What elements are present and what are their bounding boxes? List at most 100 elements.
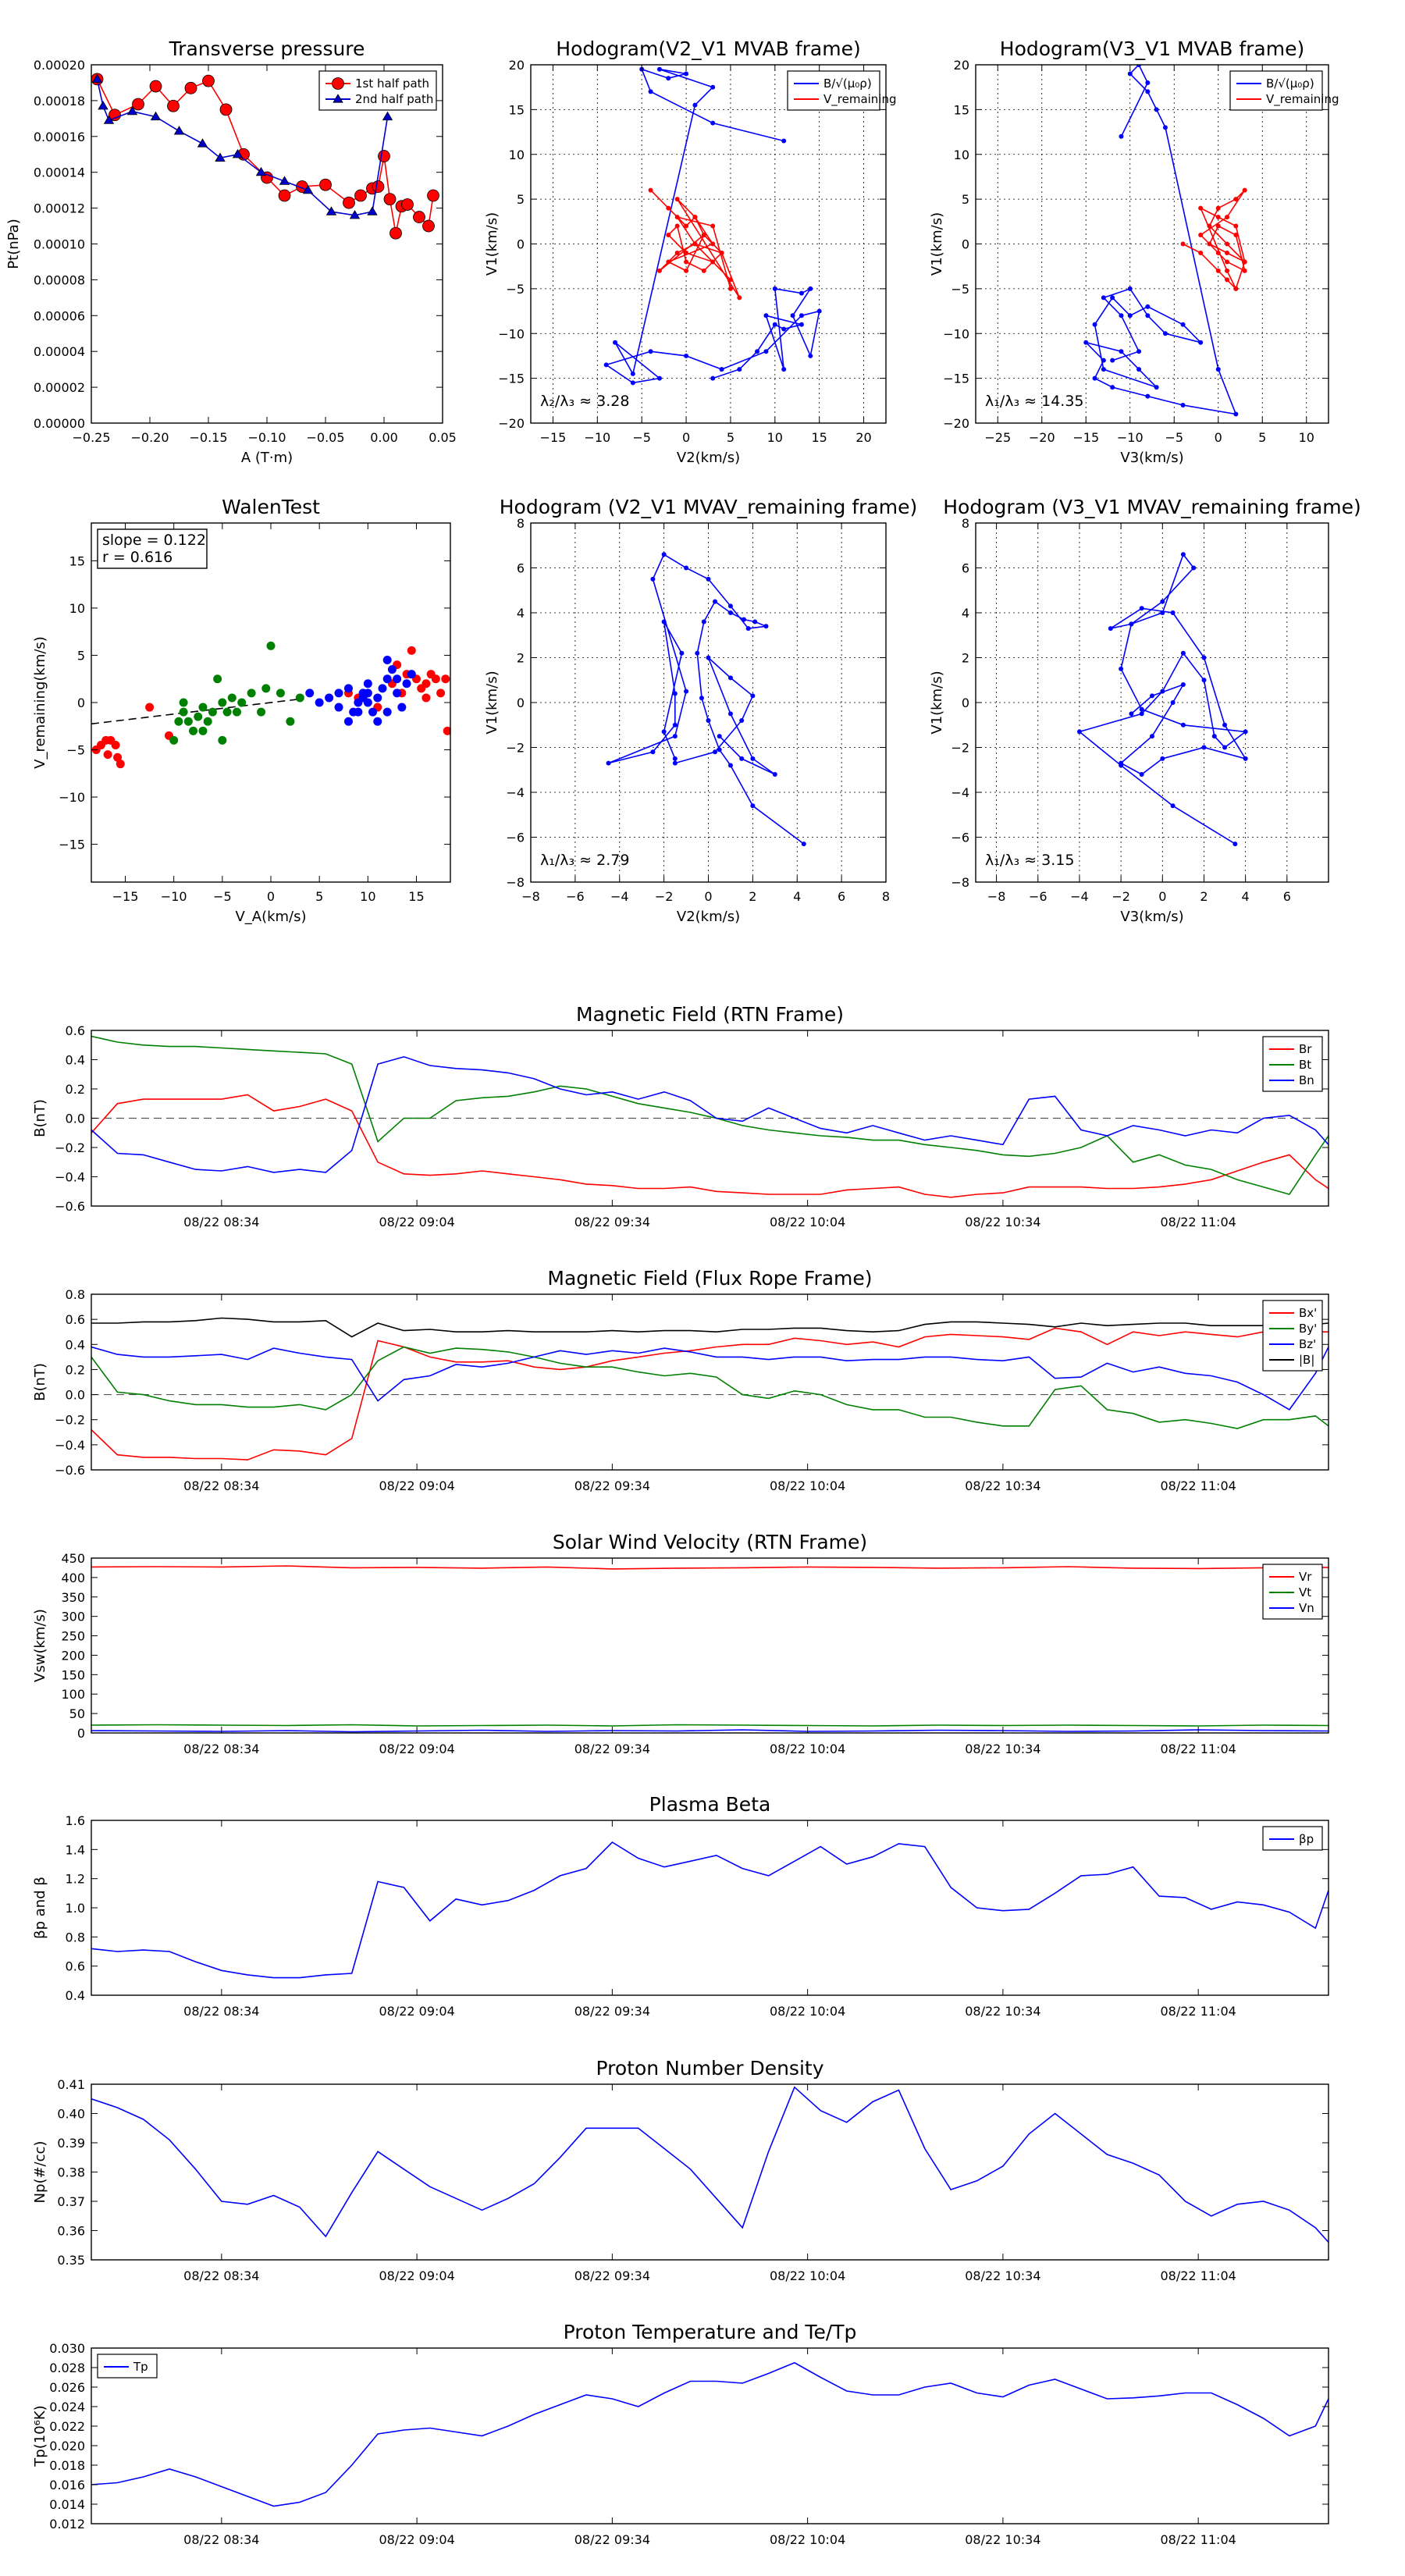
data-point bbox=[1225, 215, 1230, 220]
data-point bbox=[763, 313, 769, 318]
x-tick-label: 4 bbox=[793, 889, 801, 904]
data-point bbox=[727, 603, 733, 609]
scatter-point bbox=[213, 674, 222, 684]
scatter-point bbox=[422, 679, 431, 688]
data-point bbox=[772, 322, 777, 327]
legend-label: Bz' bbox=[1299, 1337, 1316, 1351]
x-tick-label: 0.05 bbox=[429, 430, 457, 445]
data-point bbox=[197, 138, 208, 148]
y-tick-label: 0.00014 bbox=[34, 165, 85, 180]
data-point bbox=[684, 353, 689, 358]
y-axis-label: V1(km/s) bbox=[484, 671, 500, 734]
data-point bbox=[173, 126, 185, 135]
data-point bbox=[1215, 268, 1221, 273]
y-tick-label: 0.4 bbox=[66, 1337, 85, 1352]
y-tick-label: 0 bbox=[517, 237, 525, 252]
scatter-point bbox=[179, 707, 188, 717]
data-point bbox=[302, 184, 314, 194]
series-line bbox=[91, 1094, 1329, 1198]
data-point bbox=[1191, 565, 1197, 571]
x-tick-label: −2 bbox=[1112, 889, 1130, 904]
scatter-point bbox=[382, 674, 392, 684]
data-point bbox=[742, 617, 746, 622]
scatter-point bbox=[378, 684, 387, 693]
data-point bbox=[383, 193, 397, 206]
data-point bbox=[1222, 722, 1228, 728]
data-point bbox=[325, 206, 337, 215]
scatter-point bbox=[343, 717, 353, 726]
data-point bbox=[672, 760, 678, 766]
x-tick-label: −4 bbox=[1070, 889, 1089, 904]
y-tick-label: 0.00002 bbox=[34, 380, 85, 395]
data-point bbox=[672, 756, 678, 761]
data-point bbox=[1160, 756, 1165, 761]
data-point bbox=[422, 219, 435, 233]
y-tick-label: −20 bbox=[498, 416, 525, 431]
x-tick-label: 08/22 10:34 bbox=[965, 2004, 1040, 2019]
data-point bbox=[603, 362, 609, 368]
scatter-point bbox=[334, 688, 343, 698]
data-point bbox=[1154, 385, 1159, 390]
x-tick-label: 08/22 11:04 bbox=[1161, 1742, 1236, 1756]
y-tick-label: 0.00016 bbox=[34, 130, 85, 144]
data-point bbox=[1201, 678, 1207, 683]
plot-area bbox=[91, 2361, 1329, 2507]
x-tick-label: 0 bbox=[1215, 430, 1222, 445]
y-tick-label: 0.00000 bbox=[34, 416, 85, 431]
x-tick-label: −0.20 bbox=[130, 430, 169, 445]
transverse-pressure-panel: Transverse pressure −0.25 −0.20 −0.15 −0.10 −… bbox=[5, 37, 457, 466]
x-axis-label: V3(km/s) bbox=[1120, 909, 1183, 925]
y-tick-label: 4 bbox=[962, 606, 969, 621]
data-point bbox=[674, 223, 680, 229]
eigenvalue-ratio-annotation: λ₁/λ₃ ≈ 14.35 bbox=[985, 393, 1084, 410]
y-tick-label: 0.00008 bbox=[34, 272, 85, 287]
x-tick-label: −10 bbox=[584, 430, 610, 445]
x-axis-label: V2(km/s) bbox=[677, 450, 740, 466]
y-tick-label: −0.4 bbox=[55, 1438, 85, 1453]
data-point bbox=[713, 599, 718, 604]
data-point bbox=[126, 105, 138, 116]
data-point bbox=[745, 626, 751, 632]
data-point bbox=[701, 619, 706, 624]
data-point bbox=[727, 711, 733, 717]
x-tick-label: 08/22 10:34 bbox=[965, 2268, 1040, 2283]
data-point bbox=[319, 178, 332, 191]
data-point bbox=[799, 313, 804, 318]
annotation-box bbox=[97, 528, 208, 569]
axes-frame bbox=[91, 2347, 1329, 2524]
x-tick-label: 4 bbox=[1242, 889, 1250, 904]
series-line bbox=[608, 553, 805, 845]
x-tick-label: −25 bbox=[984, 430, 1011, 445]
scatter-point bbox=[436, 688, 446, 698]
x-tick-label: 0 bbox=[682, 430, 690, 445]
data-point bbox=[349, 209, 361, 219]
data-point bbox=[1242, 268, 1247, 273]
plot-area bbox=[91, 73, 439, 240]
data-point bbox=[1145, 89, 1151, 94]
x-tick-label: −4 bbox=[610, 889, 629, 904]
data-point bbox=[1119, 349, 1124, 354]
data-point bbox=[167, 99, 180, 112]
data-point bbox=[684, 688, 689, 694]
series-line bbox=[91, 2361, 1329, 2507]
data-point bbox=[1101, 358, 1106, 363]
data-point bbox=[1225, 268, 1230, 273]
scatter-point bbox=[218, 698, 227, 707]
y-tick-label: 0.39 bbox=[57, 2136, 85, 2151]
y-tick-label: 0.026 bbox=[49, 2380, 85, 2395]
data-point bbox=[661, 619, 667, 624]
chart-title: WalenTest bbox=[222, 496, 320, 518]
data-point bbox=[232, 148, 244, 158]
x-tick-label: 08/22 09:04 bbox=[379, 2004, 454, 2019]
data-point bbox=[656, 66, 662, 72]
data-point bbox=[382, 111, 393, 121]
y-tick-label: −10 bbox=[943, 326, 969, 341]
y-tick-label: 10 bbox=[509, 148, 525, 162]
data-point bbox=[1207, 241, 1212, 247]
data-point bbox=[1101, 367, 1106, 372]
x-tick-label: −20 bbox=[1029, 430, 1055, 445]
scatter-point bbox=[198, 703, 208, 712]
legend-box bbox=[1229, 70, 1323, 111]
scatter-point bbox=[431, 674, 440, 684]
data-point bbox=[1129, 711, 1134, 717]
